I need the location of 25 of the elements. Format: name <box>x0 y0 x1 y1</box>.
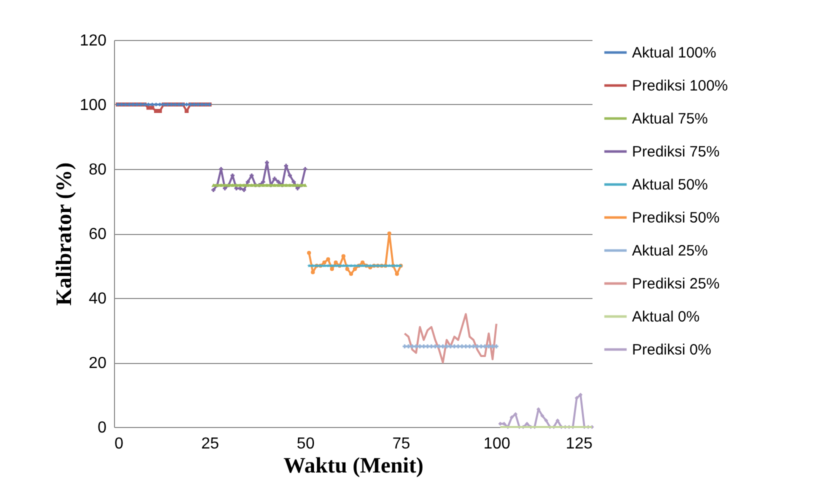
x-tick-label: 75 <box>392 436 410 452</box>
x-tick-label: 25 <box>201 436 220 452</box>
legend-label: Aktual 75% <box>632 110 708 128</box>
legend-label: Prediksi 100% <box>632 78 728 94</box>
y-tick-label: 60 <box>88 226 107 243</box>
x-tick-label: 125 <box>566 436 593 452</box>
y-tick-label: 20 <box>88 355 107 372</box>
legend-label: Aktual 50% <box>632 176 708 194</box>
y-tick-label: 0 <box>98 420 107 436</box>
x-tick-label: 50 <box>296 436 315 452</box>
y-tick-label: 100 <box>80 97 107 114</box>
y-tick-label: 40 <box>88 290 107 308</box>
y-tick-label: 120 <box>80 32 107 50</box>
legend-label: Prediksi 50% <box>632 210 720 226</box>
y-tick-label: 80 <box>88 162 107 178</box>
x-axis-title: Waktu (Menit) <box>284 452 424 478</box>
y-axis-title: Kalibrator (%) <box>50 162 76 306</box>
legend-label: Prediksi 25% <box>632 276 720 292</box>
legend-label: Aktual 25% <box>632 242 708 260</box>
legend-label: Aktual 0% <box>632 308 700 326</box>
x-tick-label: 100 <box>484 436 510 452</box>
legend-label: Aktual 100% <box>632 44 716 62</box>
legend-label: Prediksi 75% <box>632 144 720 160</box>
legend-label: Prediksi 0% <box>632 342 712 358</box>
x-tick-label: 0 <box>114 436 124 452</box>
